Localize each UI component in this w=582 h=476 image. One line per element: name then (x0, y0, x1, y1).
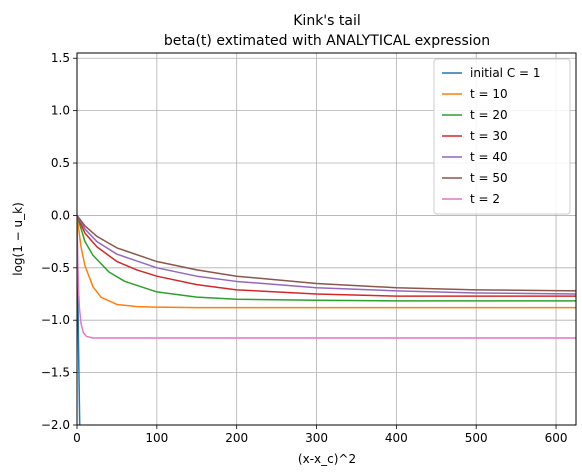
y-tick-label: −0.5 (41, 261, 70, 275)
x-tick-label: 200 (225, 431, 248, 445)
plot-frame (76, 52, 577, 426)
legend-entry: t = 30 (470, 129, 508, 143)
series-line-1 (77, 215, 576, 309)
y-tick-label: 0.5 (51, 156, 70, 170)
y-axis-label: log(1 − u_k) (11, 202, 25, 276)
legend-entry: t = 50 (470, 171, 508, 185)
x-axis-label: (x-x_c)^2 (298, 452, 356, 466)
legend-entry: t = 40 (470, 150, 508, 164)
legend-entry: initial C = 1 (470, 66, 541, 80)
x-ticks: 0 100 200 300 400 500 600 (73, 425, 567, 445)
y-tick-label: 1.5 (51, 51, 70, 65)
series-line-3 (77, 215, 576, 297)
legend: initial C = 1 t = 10 t = 20 t = 30 t = 40 t =… (433, 58, 571, 215)
x-tick-label: 100 (145, 431, 168, 445)
series-line-5 (77, 214, 576, 292)
x-tick-label: 300 (305, 431, 328, 445)
y-tick-label: 1.0 (51, 104, 70, 118)
y-ticks: −2.0 −1.5 −1.0 −0.5 0.0 0.5 1.0 1.5 (41, 51, 77, 432)
chart-subtitle: beta(t) extimated with ANALYTICAL expres… (164, 33, 490, 49)
series-line-2 (77, 215, 576, 302)
series-lines (77, 214, 576, 425)
y-tick-label: −1.0 (41, 313, 70, 327)
series-line-6 (77, 215, 576, 339)
legend-entry: t = 2 (470, 192, 500, 206)
chart-title: Kink's tail (293, 13, 361, 29)
x-tick-label: 500 (465, 431, 488, 445)
y-tick-label: 0.0 (51, 208, 70, 222)
x-tick-label: 0 (73, 431, 81, 445)
legend-box (433, 58, 571, 215)
legend-entry: t = 20 (470, 108, 508, 122)
x-tick-label: 400 (385, 431, 408, 445)
series-line-4 (77, 215, 576, 295)
y-tick-label: −2.0 (41, 418, 70, 432)
legend-entry: t = 10 (470, 87, 508, 101)
y-tick-label: −1.5 (41, 366, 70, 380)
x-tick-label: 600 (545, 431, 568, 445)
